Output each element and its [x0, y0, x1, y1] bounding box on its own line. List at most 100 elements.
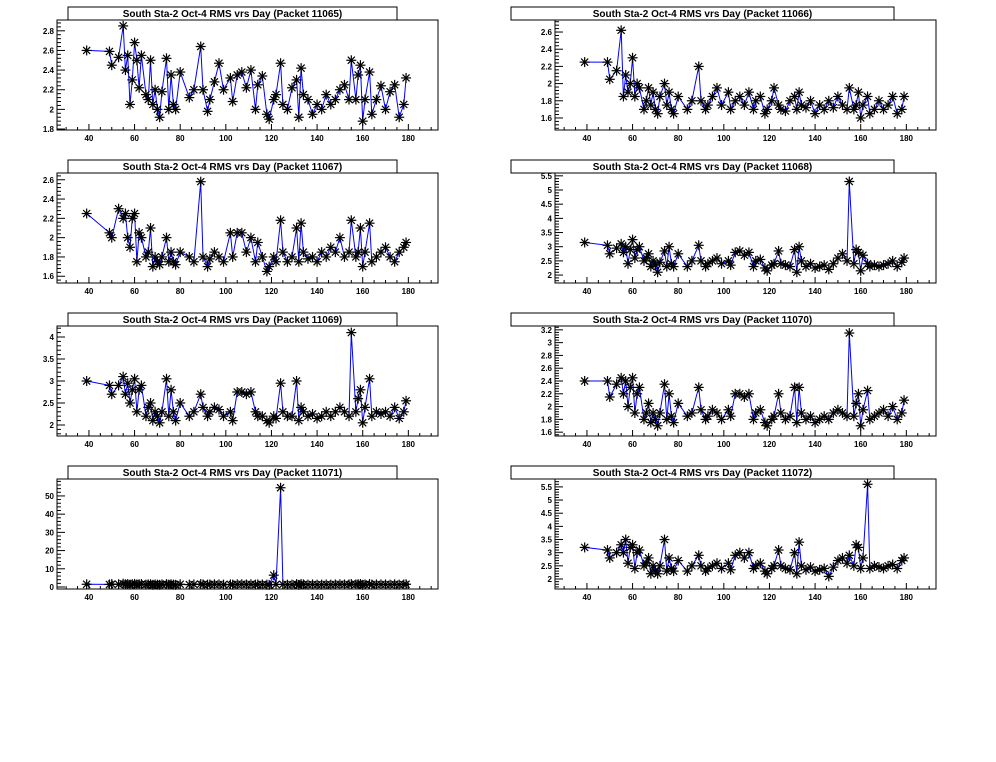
data-point-asterisk [743, 247, 754, 258]
data-point-asterisk [634, 241, 645, 252]
x-tick-label: 160 [356, 134, 370, 143]
asterisk-stroke [633, 79, 642, 88]
data-point-asterisk [175, 67, 186, 78]
asterisk-stroke [308, 252, 317, 261]
x-tick-label: 100 [219, 593, 233, 602]
data-point-asterisk [134, 82, 145, 93]
y-tick-label: 2.4 [43, 195, 55, 204]
asterisk-stroke [246, 388, 255, 396]
y-tick-label: 1.8 [43, 253, 55, 262]
asterisk-stroke [132, 407, 141, 416]
asterisk-stroke [155, 260, 164, 269]
data-point-asterisk [864, 108, 875, 119]
asterisk-stroke [361, 403, 369, 412]
x-tick-label: 40 [84, 593, 93, 602]
asterisk-stroke [724, 559, 733, 568]
data-point-asterisk [401, 395, 412, 406]
asterisk-stroke [683, 105, 692, 114]
y-tick-label: 2.6 [43, 46, 55, 55]
data-point-asterisk [204, 253, 215, 264]
asterisk-stroke [402, 238, 411, 247]
data-point-asterisk [634, 382, 645, 393]
asterisk-stroke [843, 412, 851, 421]
asterisk-stroke [740, 393, 749, 401]
asterisk-stroke [155, 113, 164, 122]
asterisk-stroke [294, 416, 303, 425]
asterisk-stroke [358, 262, 367, 271]
data-point-asterisk [357, 261, 368, 272]
data-point-asterisk [743, 547, 754, 558]
asterisk-stroke [859, 101, 867, 110]
asterisk-stroke [774, 546, 783, 555]
asterisk-stroke [628, 373, 637, 382]
asterisk-stroke [774, 389, 783, 398]
data-point-asterisk [773, 388, 784, 399]
asterisk-stroke [635, 383, 644, 392]
asterisk-stroke [845, 329, 854, 337]
asterisk-stroke [628, 53, 637, 62]
data-point-asterisk [156, 86, 167, 97]
asterisk-stroke [669, 567, 678, 576]
data-point-asterisk [389, 402, 400, 413]
asterisk-stroke [146, 399, 155, 407]
asterisk-stroke [660, 535, 669, 544]
data-point-asterisk [627, 234, 638, 245]
data-point-asterisk [118, 20, 129, 31]
asterisk-stroke [845, 83, 854, 92]
data-point-asterisk [218, 411, 229, 422]
x-tick-label: 100 [717, 287, 731, 296]
asterisk-stroke [888, 402, 897, 411]
data-point-asterisk [648, 87, 659, 98]
asterisk-stroke [792, 268, 801, 277]
x-tick-label: 160 [356, 593, 370, 602]
asterisk-stroke [776, 259, 785, 268]
data-point-asterisk [899, 552, 910, 563]
data-point-asterisk [353, 70, 364, 80]
asterisk-stroke [674, 556, 683, 565]
asterisk-stroke [763, 421, 772, 430]
data-point-asterisk [682, 261, 693, 272]
y-tick-label: 4 [548, 522, 553, 531]
asterisk-stroke [215, 405, 223, 414]
data-point-asterisk [773, 100, 784, 111]
data-point-asterisk [286, 251, 297, 262]
asterisk-stroke [852, 101, 861, 110]
x-tick-label: 60 [628, 593, 637, 602]
asterisk-stroke [199, 85, 207, 94]
data-point-asterisk [364, 218, 375, 229]
data-point-asterisk [837, 248, 848, 259]
asterisk-stroke [865, 262, 874, 271]
data-point-asterisk [654, 560, 665, 571]
asterisk-stroke [863, 92, 872, 101]
data-point-asterisk [293, 415, 304, 426]
chart-panel: South Sta-2 Oct-4 RMS vrs Day (Packet 11… [510, 6, 937, 143]
data-point-asterisk [650, 414, 661, 425]
asterisk-stroke [694, 241, 703, 250]
asterisk-stroke [653, 421, 662, 430]
y-tick-label: 2.4 [541, 45, 553, 54]
data-point-asterisk [819, 104, 830, 115]
asterisk-stroke [660, 79, 669, 88]
data-point-asterisk [316, 104, 327, 115]
y-tick-label: 5.5 [541, 483, 553, 492]
asterisk-stroke [865, 415, 874, 424]
data-point-asterisk [127, 74, 138, 85]
data-point-asterisk [218, 256, 229, 267]
asterisk-stroke [833, 405, 842, 414]
asterisk-stroke [377, 81, 385, 90]
data-point-asterisk [380, 104, 391, 115]
data-point-asterisk [862, 385, 873, 396]
asterisk-stroke [176, 248, 185, 257]
asterisk-stroke [185, 93, 194, 102]
data-point-asterisk [129, 37, 140, 48]
asterisk-stroke [687, 256, 696, 265]
data-point-asterisk [716, 563, 727, 574]
y-tick-label: 40 [45, 510, 54, 519]
chart-title: South Sta-2 Oct-4 RMS vrs Day (Packet 11… [593, 162, 813, 173]
asterisk-stroke [119, 21, 128, 30]
data-point-asterisk [401, 579, 412, 590]
asterisk-stroke [151, 407, 160, 416]
data-point-asterisk [264, 579, 275, 590]
y-tick-label: 3.5 [43, 355, 55, 364]
asterisk-stroke [717, 564, 726, 573]
